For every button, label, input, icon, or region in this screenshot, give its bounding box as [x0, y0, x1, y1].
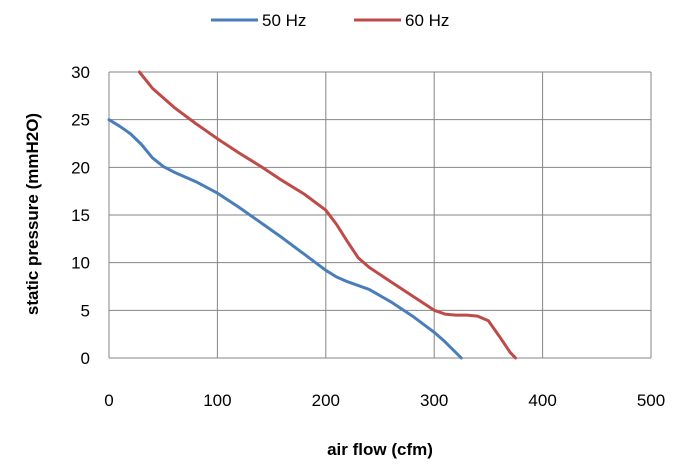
- y-tick-label: 30: [71, 63, 90, 82]
- y-axis-title: static pressure (mmH2O): [23, 113, 42, 315]
- x-tick-label: 0: [104, 391, 113, 410]
- x-tick-label: 200: [312, 391, 340, 410]
- x-tick-label: 300: [420, 391, 448, 410]
- y-tick-label: 15: [71, 206, 90, 225]
- x-tick-label: 100: [203, 391, 231, 410]
- y-tick-label: 5: [81, 301, 90, 320]
- y-tick-label: 25: [71, 111, 90, 130]
- series-line-50hz: [107, 118, 463, 360]
- legend-label-60hz: 60 Hz: [405, 11, 449, 30]
- x-tick-label: 500: [637, 391, 665, 410]
- x-tick-labels: 0 100 200 300 400 500: [104, 391, 665, 410]
- series-lines: [107, 70, 517, 360]
- grid: [108, 71, 652, 359]
- x-axis-title: air flow (cfm): [327, 440, 433, 459]
- y-tick-label: 0: [81, 349, 90, 368]
- legend-label-50hz: 50 Hz: [262, 11, 306, 30]
- y-tick-label: 10: [71, 254, 90, 273]
- x-tick-label: 400: [528, 391, 556, 410]
- y-tick-label: 20: [71, 158, 90, 177]
- legend: 50 Hz 60 Hz: [211, 11, 449, 30]
- y-tick-labels: 0 5 10 15 20 25 30: [71, 63, 90, 368]
- series-line-60hz: [137, 70, 517, 360]
